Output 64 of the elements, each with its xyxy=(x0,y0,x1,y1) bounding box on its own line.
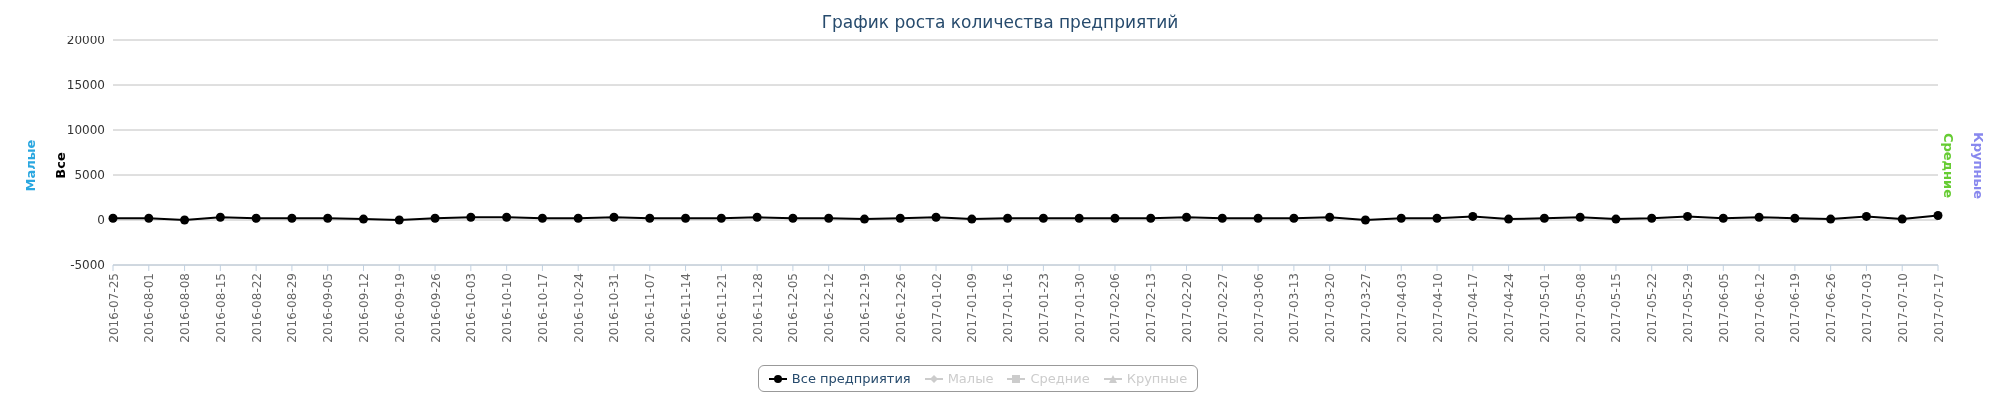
x-tick-label: 2017-04-03 xyxy=(1394,273,1409,343)
x-tick-label: 2016-07-25 xyxy=(106,273,121,343)
y-tick-label: 15000 xyxy=(66,78,105,93)
x-tick-label: 2016-09-12 xyxy=(357,273,372,343)
chart-title: График роста количества предприятий xyxy=(820,12,1180,32)
x-tick-label: 2016-08-29 xyxy=(285,273,300,343)
legend-label: Все предприятия xyxy=(790,371,911,386)
y-tick-label: -5000 xyxy=(70,258,105,273)
x-tick-label: 2017-03-20 xyxy=(1323,273,1338,343)
x-tick-label: 2017-05-01 xyxy=(1537,273,1552,343)
x-tick-label: 2017-07-10 xyxy=(1895,273,1910,343)
x-tick-label: 2017-01-16 xyxy=(1001,273,1016,343)
x-tick-label: 2016-12-26 xyxy=(893,273,908,343)
x-tick-label: 2017-07-03 xyxy=(1859,273,1874,343)
x-tick-label: 2016-12-12 xyxy=(822,273,837,343)
x-tick-label: 2017-06-26 xyxy=(1824,273,1839,343)
text: Крупные xyxy=(1970,131,1986,201)
x-tick-label: 2017-01-23 xyxy=(1036,273,1051,343)
x-tick-label: 2017-01-09 xyxy=(965,273,980,343)
x-tick-label: 2016-12-19 xyxy=(857,273,872,343)
x-tick-label: 2017-02-27 xyxy=(1215,273,1230,343)
x-tick-label: 2016-09-26 xyxy=(428,273,443,343)
x-tick-label: 2017-05-08 xyxy=(1573,273,1588,343)
x-tick-label: 2017-06-05 xyxy=(1716,273,1731,343)
x-tick-label: 2016-11-14 xyxy=(679,273,694,343)
y-tick-label: 10000 xyxy=(66,123,105,138)
x-tick-label: 2016-10-17 xyxy=(535,273,550,343)
x-tick-label: 2017-02-13 xyxy=(1144,273,1159,343)
y-tick-label: 0 xyxy=(97,213,105,228)
x-tick-label: 2016-11-07 xyxy=(643,273,658,343)
x-tick-label: 2017-05-15 xyxy=(1609,273,1624,343)
x-tick-label: 2017-06-12 xyxy=(1752,273,1767,343)
x-tick-label: 2016-09-19 xyxy=(392,273,407,343)
x-tick-label: 2016-10-03 xyxy=(464,273,479,343)
x-tick-label: 2017-03-13 xyxy=(1287,273,1302,343)
x-tick-label: 2017-07-17 xyxy=(1931,273,1946,343)
x-tick-label: 2017-03-06 xyxy=(1251,273,1266,343)
y-axis-title: Все xyxy=(52,151,68,181)
x-tick-label: 2017-03-27 xyxy=(1358,273,1373,343)
x-tick-label: 2016-10-31 xyxy=(607,273,622,343)
x-tick-label: 2017-04-10 xyxy=(1430,273,1445,343)
x-tick-label: 2017-01-02 xyxy=(929,273,944,343)
x-tick-label: 2016-10-10 xyxy=(500,273,515,343)
x-tick-label: 2017-05-29 xyxy=(1681,273,1696,343)
x-tick-label: 2017-04-24 xyxy=(1502,273,1517,343)
x-tick-label: 2016-08-22 xyxy=(249,273,264,343)
x-tick-label: 2016-11-28 xyxy=(750,273,765,343)
x-tick-label: 2016-09-05 xyxy=(321,273,336,343)
y2-axis-title: Средние xyxy=(1940,131,1956,201)
x-tick-label: 2016-12-05 xyxy=(786,273,801,343)
x-tick-label: 2016-08-15 xyxy=(213,273,228,343)
x-tick-label: 2017-05-22 xyxy=(1645,273,1660,343)
x-tick-label: 2016-08-01 xyxy=(142,273,157,343)
x-tick-label: 2016-10-24 xyxy=(571,273,586,343)
x-tick-label: 2017-02-06 xyxy=(1108,273,1123,343)
x-tick-label: 2017-01-30 xyxy=(1072,273,1087,343)
x-tick-label: 2017-04-17 xyxy=(1466,273,1481,343)
y-tick-label: 20000 xyxy=(66,33,105,48)
x-tick-label: 2017-06-19 xyxy=(1788,273,1803,343)
x-tick-label: 2016-08-08 xyxy=(178,273,193,343)
x-tick-label: 2017-02-20 xyxy=(1180,273,1195,343)
y3-axis-title: Малые xyxy=(22,138,38,194)
y-tick-label: 5000 xyxy=(74,168,105,183)
x-tick-label: 2016-11-21 xyxy=(714,273,729,343)
